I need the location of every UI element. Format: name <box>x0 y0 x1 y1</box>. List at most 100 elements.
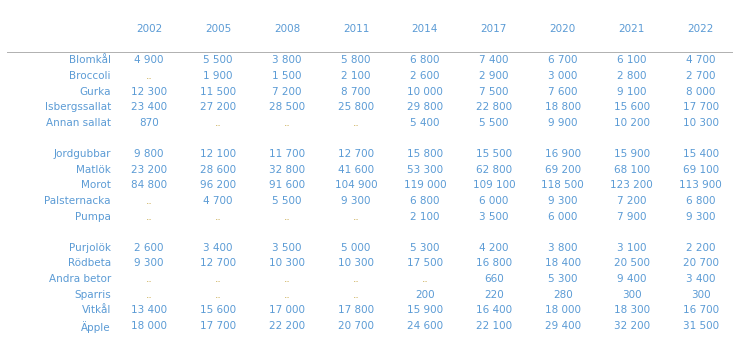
Text: 6 700: 6 700 <box>548 55 578 65</box>
Text: 9 800: 9 800 <box>134 149 164 159</box>
Text: 8 700: 8 700 <box>341 87 371 97</box>
Text: 15 400: 15 400 <box>683 149 719 159</box>
Text: 6 800: 6 800 <box>410 196 440 206</box>
Text: ..: .. <box>146 196 152 206</box>
Text: 3 100: 3 100 <box>617 243 647 253</box>
Text: 62 800: 62 800 <box>476 165 512 175</box>
Text: 2 100: 2 100 <box>341 71 371 81</box>
Text: 17 700: 17 700 <box>200 321 236 331</box>
Text: 27 200: 27 200 <box>200 102 236 112</box>
Text: 2 900: 2 900 <box>479 71 508 81</box>
Text: 18 300: 18 300 <box>614 305 650 315</box>
Text: 2011: 2011 <box>343 24 370 34</box>
Text: 8 000: 8 000 <box>686 87 715 97</box>
Text: 28 500: 28 500 <box>269 102 305 112</box>
Text: 69 200: 69 200 <box>545 165 581 175</box>
Text: Rödbeta: Rödbeta <box>68 258 111 268</box>
Text: ..: .. <box>214 274 222 284</box>
Text: 300: 300 <box>691 290 711 300</box>
Text: 7 600: 7 600 <box>548 87 578 97</box>
Text: 17 700: 17 700 <box>683 102 719 112</box>
Text: 2 200: 2 200 <box>686 243 715 253</box>
Text: 109 100: 109 100 <box>472 180 515 190</box>
Text: Isbergssallat: Isbergssallat <box>44 102 111 112</box>
Text: ..: .. <box>353 290 359 300</box>
Text: Jordgubbar: Jordgubbar <box>53 149 111 159</box>
Text: ..: .. <box>146 71 152 81</box>
Text: ..: .. <box>284 211 290 221</box>
Text: 3 800: 3 800 <box>548 243 578 253</box>
Text: ..: .. <box>353 211 359 221</box>
Text: 9 100: 9 100 <box>617 87 647 97</box>
Text: 28 600: 28 600 <box>200 165 236 175</box>
Text: 12 700: 12 700 <box>338 149 374 159</box>
Text: 1 900: 1 900 <box>203 71 233 81</box>
Text: 18 400: 18 400 <box>545 258 581 268</box>
Text: Broccoli: Broccoli <box>69 71 111 81</box>
Text: Sparris: Sparris <box>74 290 111 300</box>
Text: 10 300: 10 300 <box>269 258 305 268</box>
Text: 15 600: 15 600 <box>200 305 236 315</box>
Text: 2 800: 2 800 <box>617 71 647 81</box>
Text: 15 900: 15 900 <box>614 149 650 159</box>
Text: Andra betor: Andra betor <box>49 274 111 284</box>
Text: 5 500: 5 500 <box>203 55 233 65</box>
Text: 5 000: 5 000 <box>341 243 371 253</box>
Text: 41 600: 41 600 <box>338 165 374 175</box>
Text: 2005: 2005 <box>205 24 231 34</box>
Text: 20 700: 20 700 <box>683 258 719 268</box>
Text: 5 400: 5 400 <box>410 118 440 128</box>
Text: 22 800: 22 800 <box>476 102 512 112</box>
Text: 9 300: 9 300 <box>686 211 715 221</box>
Text: 16 700: 16 700 <box>683 305 719 315</box>
Text: 11 700: 11 700 <box>269 149 305 159</box>
Text: 68 100: 68 100 <box>614 165 650 175</box>
Text: ..: .. <box>353 118 359 128</box>
Text: 280: 280 <box>553 290 573 300</box>
Text: 4 900: 4 900 <box>134 55 164 65</box>
Text: 18 800: 18 800 <box>545 102 581 112</box>
Text: 2022: 2022 <box>687 24 714 34</box>
Text: 13 400: 13 400 <box>131 305 167 315</box>
Text: Purjolök: Purjolök <box>69 243 111 253</box>
Text: 7 200: 7 200 <box>272 87 302 97</box>
Text: 10 300: 10 300 <box>683 118 719 128</box>
Text: 7 500: 7 500 <box>479 87 508 97</box>
Text: 6 100: 6 100 <box>617 55 647 65</box>
Text: 123 200: 123 200 <box>610 180 653 190</box>
Text: 5 800: 5 800 <box>341 55 371 65</box>
Text: Gurka: Gurka <box>79 87 111 97</box>
Text: ..: .. <box>353 274 359 284</box>
Text: ..: .. <box>214 211 222 221</box>
Text: 2 600: 2 600 <box>410 71 440 81</box>
Text: 22 100: 22 100 <box>476 321 512 331</box>
Text: 12 100: 12 100 <box>200 149 236 159</box>
Text: 3 500: 3 500 <box>479 211 508 221</box>
Text: 660: 660 <box>484 274 504 284</box>
Text: 7 400: 7 400 <box>479 55 508 65</box>
Text: 17 000: 17 000 <box>269 305 305 315</box>
Text: 16 800: 16 800 <box>476 258 512 268</box>
Text: 870: 870 <box>139 118 159 128</box>
Text: Matlök: Matlök <box>76 165 111 175</box>
Text: 4 200: 4 200 <box>479 243 508 253</box>
Text: Vitkål: Vitkål <box>81 305 111 315</box>
Text: ..: .. <box>146 290 152 300</box>
Text: 113 900: 113 900 <box>679 180 722 190</box>
Text: 22 200: 22 200 <box>269 321 305 331</box>
Text: 220: 220 <box>484 290 504 300</box>
Text: 6 000: 6 000 <box>479 196 508 206</box>
Text: 2014: 2014 <box>412 24 438 34</box>
Text: 2 700: 2 700 <box>686 71 715 81</box>
Text: 2002: 2002 <box>136 24 162 34</box>
Text: 10 200: 10 200 <box>614 118 650 128</box>
Text: 20 500: 20 500 <box>614 258 650 268</box>
Text: 53 300: 53 300 <box>407 165 443 175</box>
Text: 6 800: 6 800 <box>686 196 715 206</box>
Text: 29 800: 29 800 <box>407 102 443 112</box>
Text: 84 800: 84 800 <box>131 180 167 190</box>
Text: 3 400: 3 400 <box>203 243 233 253</box>
Text: Morot: Morot <box>81 180 111 190</box>
Text: 15 800: 15 800 <box>407 149 443 159</box>
Text: 16 400: 16 400 <box>476 305 512 315</box>
